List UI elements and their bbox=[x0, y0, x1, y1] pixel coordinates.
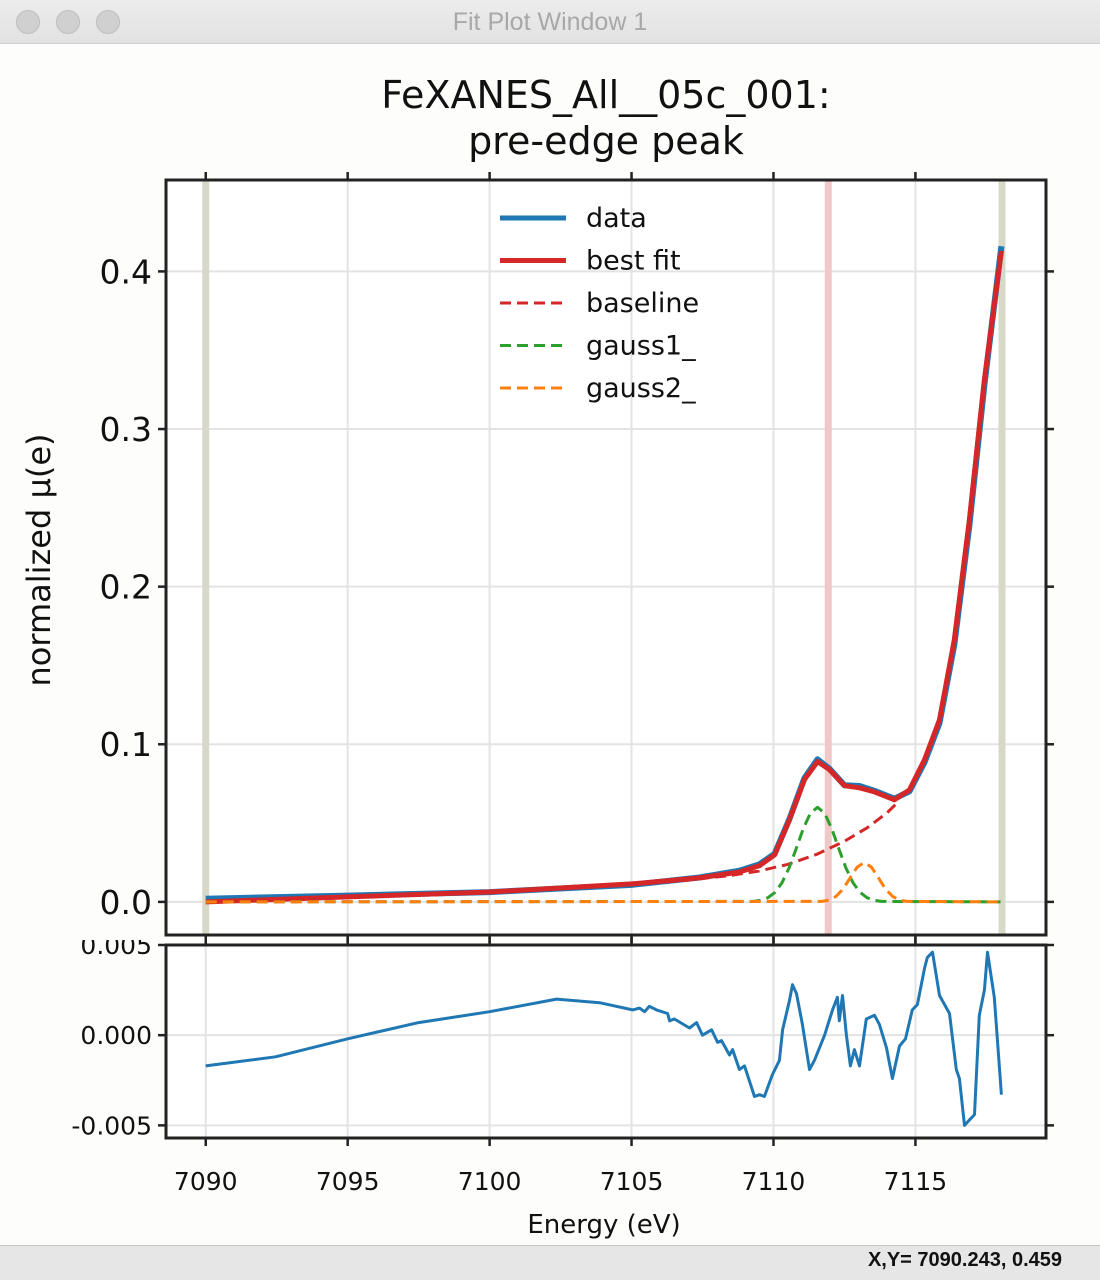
chart-title: FeXANES_All__05c_001: bbox=[381, 73, 830, 117]
x-tick-label: 7115 bbox=[884, 1167, 948, 1196]
label-clip bbox=[0, 44, 165, 940]
series-best-fit-line bbox=[205, 250, 1004, 905]
x-tick-label: 7095 bbox=[316, 1167, 380, 1196]
plot-area bbox=[166, 180, 1046, 935]
y-tick-label: 0.4 bbox=[100, 252, 152, 291]
status-bar: X,Y= 7090.243, 0.459 bbox=[0, 1245, 1100, 1280]
cursor-readout: X,Y= 7090.243, 0.459 bbox=[867, 1249, 1062, 1271]
plot-content bbox=[166, 180, 1046, 935]
series-baseline-line bbox=[205, 800, 900, 904]
series-residual-line bbox=[205, 950, 1003, 1127]
legend-label: gauss2_ bbox=[586, 373, 696, 404]
y-tick-label: 0.2 bbox=[100, 568, 152, 607]
legend: data best fit baseline gauss1_ gauss2_ bbox=[500, 203, 699, 404]
legend-label: data bbox=[586, 203, 647, 234]
chart-subtitle: pre-edge peak bbox=[468, 119, 744, 163]
close-button[interactable] bbox=[16, 10, 40, 34]
y-tick-label: -0.005 bbox=[71, 1111, 152, 1140]
minimize-button[interactable] bbox=[56, 10, 80, 34]
window-titlebar: Fit Plot Window 1 bbox=[0, 0, 1100, 44]
series-gauss1-line bbox=[205, 805, 1001, 904]
legend-label: gauss1_ bbox=[586, 331, 696, 362]
x-tick-label: 7090 bbox=[174, 1167, 238, 1196]
x-tick-label: 7100 bbox=[458, 1167, 522, 1196]
y-tick-label: 0.0 bbox=[100, 883, 152, 922]
y-tick-label: 0.3 bbox=[100, 410, 152, 449]
x-tick-label: 7110 bbox=[742, 1167, 806, 1196]
legend-label: best fit bbox=[586, 246, 681, 277]
y-tick-label: 0.000 bbox=[80, 1021, 152, 1050]
axes-frame bbox=[164, 943, 1048, 1140]
zoom-button[interactable] bbox=[96, 10, 120, 34]
y-axis-label: normalized μ(e) bbox=[20, 434, 58, 687]
legend-label: baseline bbox=[586, 288, 699, 319]
axes-frame bbox=[164, 178, 1048, 937]
x-tick-label: 7105 bbox=[600, 1167, 664, 1196]
plot-area bbox=[166, 945, 1046, 1138]
fit-plot[interactable]: FeXANES_All__05c_001: pre-edge peak Ener… bbox=[0, 0, 1100, 1245]
y-tick-label: 0.1 bbox=[100, 725, 152, 764]
x-axis-label: Energy (eV) bbox=[527, 1210, 680, 1240]
plot-content bbox=[166, 945, 1046, 1138]
window-title: Fit Plot Window 1 bbox=[452, 8, 648, 36]
